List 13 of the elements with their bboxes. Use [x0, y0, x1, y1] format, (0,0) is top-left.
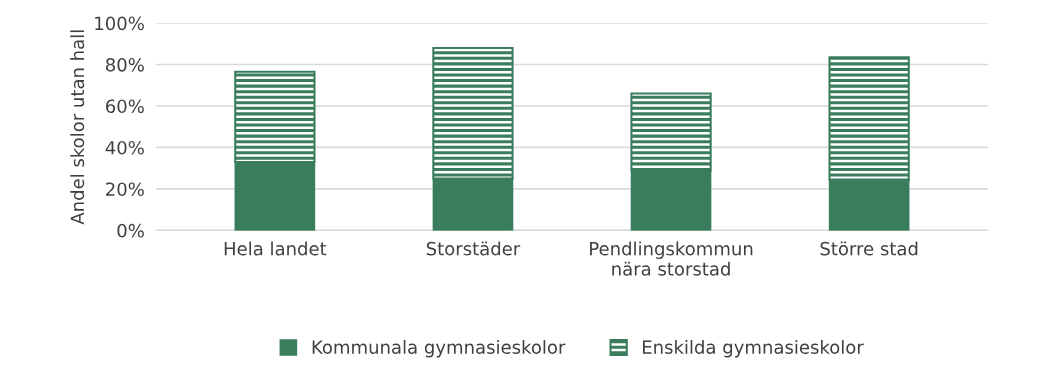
x-tick-label: Större stad [820, 241, 918, 256]
y-tick-label: 40% [105, 140, 144, 155]
legend-label: Enskilda gymnasieskolor [643, 339, 864, 358]
y-tick-label: 60% [106, 99, 144, 114]
x-tick-label: Storstäder [426, 241, 521, 256]
y-tick-label: 100% [95, 16, 144, 31]
y-tick-label: 20% [106, 182, 144, 197]
y-tick-label: 80% [105, 57, 144, 72]
x-tick-label: Pendlingskommun nära storstad [590, 241, 753, 276]
legend-label: Kommunala gymnasieskolor [312, 339, 566, 358]
y-tick-label: 0% [117, 223, 144, 238]
y-axis-title: Andel skolor utan hall [70, 30, 85, 225]
x-tick-label: Hela landet [224, 241, 327, 256]
